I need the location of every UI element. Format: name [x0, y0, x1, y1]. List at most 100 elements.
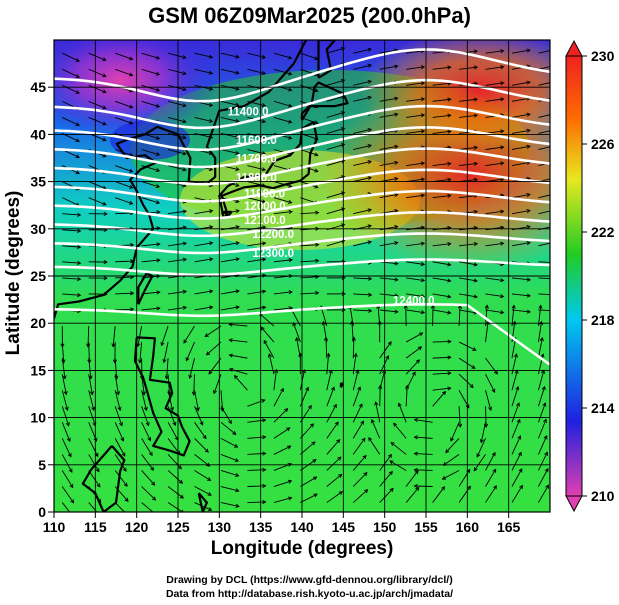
x-tick-label: 125: [166, 519, 190, 535]
x-tick-label: 110: [43, 519, 66, 535]
streamline-arrowhead: [553, 277, 556, 280]
streamline-arrowhead: [121, 452, 126, 457]
streamline-arrow: [485, 98, 504, 102]
streamline-arrowhead: [553, 309, 556, 312]
streamline-arrow: [485, 210, 504, 215]
streamline-arrowhead: [420, 294, 426, 299]
streamline-arrow: [194, 486, 212, 496]
streamline-arrow: [220, 437, 238, 448]
streamline-arrowhead: [388, 453, 392, 459]
x-tick-label: 115: [84, 519, 107, 535]
streamline-arrow: [247, 485, 266, 487]
streamline-arrowhead: [326, 352, 331, 357]
streamline-arrowhead: [315, 242, 320, 247]
streamline-arrowhead: [164, 375, 169, 380]
streamline-arrowhead: [182, 241, 188, 246]
streamline-arrow: [379, 113, 398, 118]
streamline-arrow: [379, 210, 398, 215]
streamline-arrowhead: [374, 401, 379, 406]
contour-label: 11400.0: [228, 107, 269, 119]
streamline-arrow: [459, 195, 478, 199]
streamline-arrow: [538, 242, 550, 247]
streamline-arrow: [247, 419, 266, 423]
streamline-arrowhead: [493, 485, 497, 490]
streamline-arrowhead: [262, 418, 267, 423]
streamline-arrow: [115, 212, 134, 215]
streamline-arrowhead: [471, 365, 476, 369]
streamline-arrow: [62, 68, 80, 78]
contour-label: 12100.0: [244, 215, 286, 227]
streamline-arrowhead: [447, 355, 452, 360]
streamline-arrowhead: [94, 452, 99, 458]
streamline-arrowhead: [155, 184, 161, 189]
streamline-arrow: [247, 242, 266, 247]
streamline-arrowhead: [118, 422, 123, 427]
streamline-arrowhead: [340, 143, 346, 148]
streamline-arrow: [511, 293, 531, 297]
streamline-arrowhead: [209, 305, 214, 310]
streamline-arrowhead: [295, 336, 300, 342]
streamline-arrowhead: [206, 477, 212, 481]
y-axis: 0 5 10 15 20 25 30 35 40 45: [30, 79, 54, 520]
streamline-arrow: [88, 438, 99, 457]
streamline-arrowhead: [360, 420, 364, 425]
streamline-arrowhead: [69, 483, 74, 489]
streamline-arrow: [273, 445, 291, 455]
streamline-arrow: [61, 454, 73, 473]
streamline-arrow: [229, 354, 248, 359]
streamline-arrow: [141, 149, 160, 156]
streamline-arrow: [168, 306, 187, 311]
streamline-arrowhead: [394, 261, 399, 266]
streamline-arrowhead: [420, 161, 426, 166]
streamline-arrowhead: [288, 306, 293, 311]
streamline-arrowhead: [95, 468, 100, 473]
streamline-arrowhead: [208, 54, 214, 59]
streamline-arrowhead: [262, 241, 267, 246]
streamline-arrow: [326, 208, 345, 215]
streamline-arrow: [511, 49, 531, 54]
streamline-arrowhead: [357, 386, 362, 391]
streamline-arrowhead: [473, 145, 479, 150]
streamline-arrowhead: [368, 276, 373, 281]
streamline-arrow: [538, 402, 546, 423]
streamline-arrow: [511, 370, 518, 391]
streamline-arrowhead: [393, 422, 398, 427]
streamline-arrow: [379, 471, 393, 487]
streamline-arrowhead: [262, 435, 267, 440]
streamline-arrowhead: [182, 135, 187, 140]
streamline-arrowhead: [208, 70, 214, 75]
streamline-arrowhead: [473, 97, 479, 102]
streamline-arrow: [352, 472, 368, 487]
streamline-arrowhead: [205, 351, 211, 356]
streamline-arrow: [260, 326, 275, 343]
streamline-arrow: [141, 422, 151, 441]
streamline-arrow: [445, 438, 460, 453]
streamline-arrowhead: [526, 208, 531, 214]
streamline-arrow: [273, 52, 292, 59]
streamline-arrow: [458, 486, 471, 503]
streamline-arrowhead: [541, 385, 546, 391]
wind-streamlines: [60, 46, 556, 512]
streamline-arrow: [322, 321, 328, 343]
streamline-arrow: [62, 261, 81, 264]
streamline-arrowhead: [155, 135, 161, 140]
streamline-arrowhead: [378, 384, 383, 389]
y-axis-label: Latitude (degrees): [3, 190, 24, 356]
streamline-arrowhead: [172, 421, 177, 427]
streamline-arrow: [432, 356, 451, 359]
streamline-arrowhead: [70, 499, 75, 504]
contour-label: 12200.0: [252, 229, 294, 241]
streamline-arrow: [379, 341, 392, 359]
streamline-arrowhead: [544, 467, 549, 473]
streamline-arrow: [538, 452, 548, 471]
streamline-arrow: [406, 114, 425, 118]
streamline-arrow: [88, 68, 106, 77]
streamline-arrowhead: [368, 436, 373, 442]
streamline-arrow: [326, 370, 332, 391]
streamline-arrowhead: [141, 391, 146, 396]
streamline-arrowhead: [543, 418, 547, 424]
streamline-arrowhead: [500, 241, 505, 246]
streamline-arrow: [406, 98, 425, 102]
streamline-arrow: [61, 502, 71, 512]
